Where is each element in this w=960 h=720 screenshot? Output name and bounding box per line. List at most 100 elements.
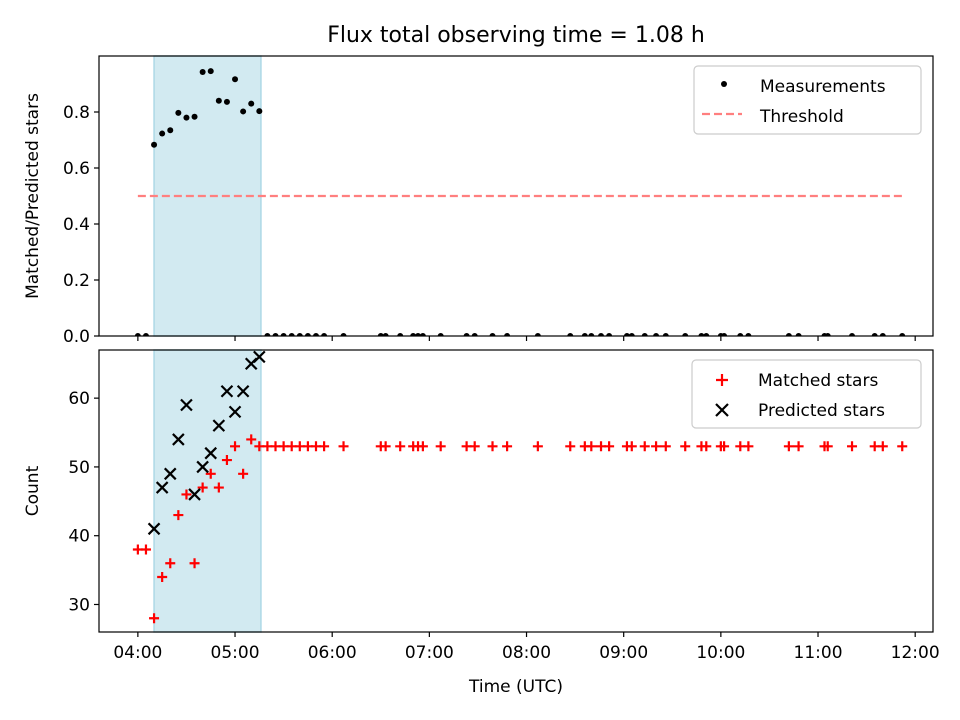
measurement-point [288,333,295,336]
matched-star-marker [246,434,257,445]
matched-star-marker [701,441,712,452]
matched-star-marker [487,441,498,452]
measurement-point [598,333,605,336]
x-tick-label: 10:00 [696,643,745,663]
matched-star-marker [743,441,754,452]
measurement-point [628,333,635,336]
matched-star-marker [173,510,184,521]
measurement-point [437,333,444,336]
measurement-point [879,333,886,336]
measurement-point [745,333,752,336]
y-tick-label: 50 [68,458,90,478]
y-axis-label: Count [23,465,43,516]
y-tick-label: 0.8 [63,103,90,123]
x-tick-label: 08:00 [502,643,551,663]
matched-star-marker [140,544,151,555]
predicted-star-marker [163,467,177,481]
measurement-point [321,333,328,336]
measurement-point [588,333,595,336]
legend-box [693,65,922,135]
matched-star-marker [149,613,160,624]
legend-label: Matched stars [758,371,878,391]
matched-star-marker [719,441,730,452]
x-tick-label: 05:00 [211,643,260,663]
y-axis-label: Matched/Predicted stars [23,93,43,299]
measurement-point [167,127,174,134]
y-tick-label: 0.4 [63,215,90,235]
measurement-point [415,333,422,336]
matched-star-marker [189,558,200,569]
matched-star-marker [213,482,224,493]
measurement-point [240,108,247,115]
matched-star-marker [502,441,513,452]
y-tick-label: 0.2 [63,271,90,291]
observing-window-band [153,55,262,337]
matched-star-marker [221,455,232,466]
legend-label: Predicted stars [758,401,885,421]
measurement-point [785,333,792,336]
measurement-point [296,333,303,336]
matched-star-marker [877,441,888,452]
measurement-point [824,333,831,336]
y-tick-label: 40 [68,527,90,547]
x-tick-label: 09:00 [599,643,648,663]
predicted-star-marker [155,481,169,494]
x-tick-label: 07:00 [405,643,454,663]
matched-star-marker [165,558,176,569]
axes-frame [98,349,934,633]
measurement-point [641,333,648,336]
legend-label: Measurements [760,77,886,97]
matched-star-marker [532,441,543,452]
measurement-point [377,333,384,336]
matched-star-marker [197,482,208,493]
measurement-point [313,333,320,336]
measurement-point [504,333,511,336]
measurement-point [721,333,728,336]
matched-star-marker [660,441,671,452]
y-tick-label: 0.6 [63,159,90,179]
measurement-point [223,98,230,105]
measurement-point [534,333,541,336]
matched-star-marker [380,441,391,452]
measurement-point [899,333,906,336]
x-tick-label: 06:00 [308,643,357,663]
matched-star-marker [338,441,349,452]
matched-star-marker [238,468,249,479]
predicted-star-marker [196,460,209,474]
matched-star-marker [230,441,241,452]
measurement-point [280,333,287,336]
x-tick-label: 11:00 [794,643,843,663]
matched-star-marker [651,441,662,452]
measurement-point [623,333,630,336]
axes-frame [98,55,934,337]
measurement-point [871,333,878,336]
measurement-point [682,333,689,336]
measurement-point [199,68,206,75]
measurement-point [207,68,214,75]
legend-label: Threshold [759,107,844,127]
measurement-point [175,109,182,116]
legend: Matched stars Predicted stars [691,359,922,429]
measurement-point [463,333,470,336]
predicted-star-marker [253,350,266,364]
matched-star-marker [417,441,428,452]
measurement-point [662,333,669,336]
y-tick-label: 0.0 [63,327,90,347]
legend-matched-marker [716,374,728,386]
measurement-point [606,333,613,336]
observing-window-band [153,349,262,633]
matched-star-marker [565,441,576,452]
matched-star-marker [680,441,691,452]
predicted-star-marker [204,446,218,460]
chart-title: Flux total observing time = 1.08 h [327,23,705,48]
legend-predicted-marker [715,403,729,417]
predicted-star-marker [180,398,193,412]
matched-star-marker [319,441,330,452]
measurement-point [795,333,802,336]
x-tick-label: 12:00 [891,643,940,663]
top-panel: 0.0 0.2 0.4 0.6 0.8 Matched/Predicted stars Me… [23,55,934,347]
measurement-point [471,333,478,336]
measurement-point [191,113,198,120]
matched-star-marker [157,571,168,582]
